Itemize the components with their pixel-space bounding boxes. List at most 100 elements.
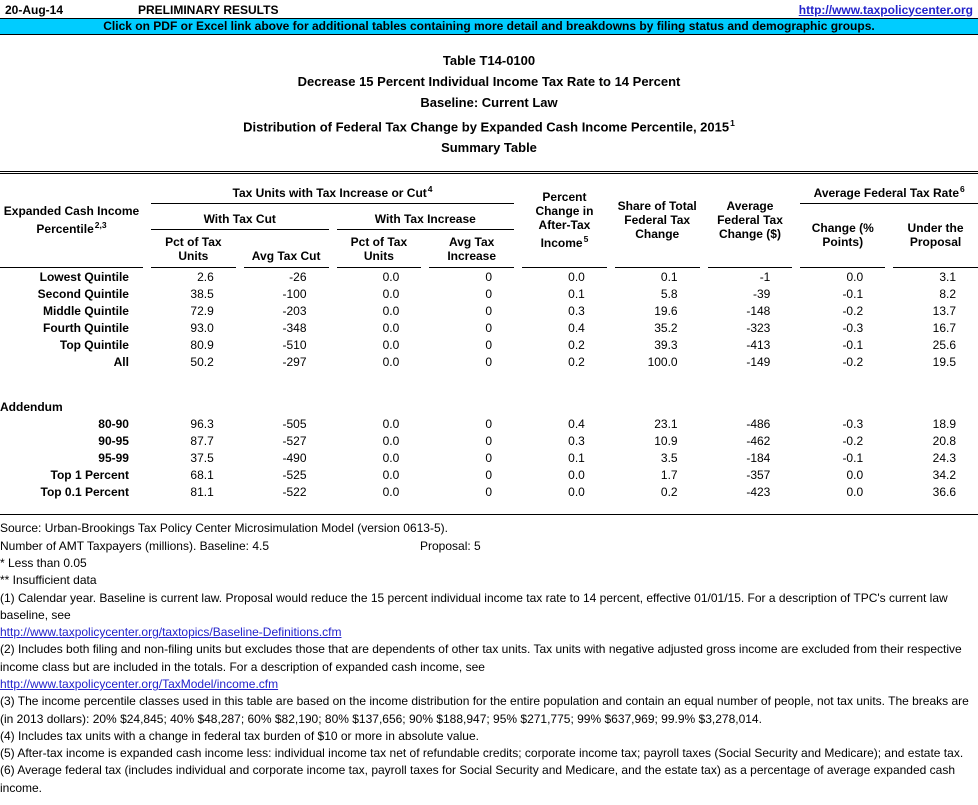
header-avg-tax-cut: Avg Tax Cut bbox=[243, 230, 329, 269]
header-avg-tax-increase: Avg Tax Increase bbox=[429, 230, 515, 269]
cell-value: 25.6 bbox=[932, 337, 956, 352]
cell-value: -26 bbox=[289, 269, 307, 284]
header-average-federal-tax-change: Average Federal Tax Change ($) bbox=[707, 174, 793, 269]
cell-value: -490 bbox=[282, 450, 307, 465]
cell-value: 0.0 bbox=[382, 484, 400, 499]
cell-value: 37.5 bbox=[190, 450, 214, 465]
cell-value: 0.0 bbox=[382, 433, 400, 448]
row-label: Top 0.1 Percent bbox=[40, 484, 129, 499]
baseline-definitions-link[interactable]: http://www.taxpolicycenter.org/taxtopics… bbox=[0, 625, 342, 640]
table-row: Lowest Quintile 2.6 -26 0.0 0 0.0 0.1 -1 0.0 3.1 bbox=[0, 268, 978, 285]
footnote-6: (6) Average federal tax (includes indivi… bbox=[0, 763, 956, 795]
row-label: Second Quintile bbox=[37, 286, 129, 301]
proposal-title: Decrease 15 Percent Individual Income Ta… bbox=[297, 74, 681, 89]
cell-value: 0.0 bbox=[382, 303, 400, 318]
cell-value: 20.8 bbox=[932, 433, 956, 448]
table-row: Top Quintile 80.9 -510 0.0 0 0.2 39.3 -413 -0.1 2… bbox=[0, 336, 978, 353]
header-rate-change-points: Change (% Points) bbox=[800, 204, 886, 269]
cell-value: -423 bbox=[746, 484, 771, 499]
cell-value: 3.1 bbox=[939, 269, 956, 284]
cell-value: -148 bbox=[746, 303, 771, 318]
summary-table-container: Expanded Cash Income Percentile2,3 Tax U… bbox=[0, 171, 978, 516]
cell-value: -462 bbox=[746, 433, 771, 448]
cell-value: 0.0 bbox=[382, 286, 400, 301]
footnote-3: (3) The income percentile classes used i… bbox=[0, 694, 969, 726]
title-block: Table T14-0100 Decrease 15 Percent Indiv… bbox=[0, 50, 978, 158]
footnote-ref-6: 6 bbox=[960, 184, 965, 195]
cell-value: 13.7 bbox=[932, 303, 956, 318]
cell-value: 0.2 bbox=[568, 337, 585, 352]
cell-value: -100 bbox=[282, 286, 307, 301]
cell-value: 0 bbox=[485, 484, 493, 499]
cell-value: -323 bbox=[746, 320, 771, 335]
footnotes: Source: Urban-Brookings Tax Policy Cente… bbox=[0, 515, 978, 797]
row-label: Lowest Quintile bbox=[39, 269, 129, 284]
cell-value: 0.0 bbox=[382, 269, 400, 284]
site-link[interactable]: http://www.taxpolicycenter.org bbox=[798, 2, 973, 17]
cell-value: -348 bbox=[282, 320, 307, 335]
footnote-ref-1: 1 bbox=[730, 118, 735, 128]
cell-value: 0.1 bbox=[660, 269, 678, 284]
header-group-with-tax-cut: With Tax Cut bbox=[150, 204, 329, 231]
cell-value: -357 bbox=[746, 467, 771, 482]
footnote-4: (4) Includes tax units with a change in … bbox=[0, 728, 479, 743]
top-bar: 20-Aug-14 PRELIMINARY RESULTS http://www… bbox=[0, 0, 978, 18]
table-number-title: Table T14-0100 bbox=[442, 53, 536, 68]
amt-proposal-label: Proposal: 5 bbox=[420, 538, 481, 553]
cell-value: 0.0 bbox=[382, 450, 400, 465]
header-group-with-tax-increase: With Tax Increase bbox=[336, 204, 515, 231]
table-row: Top 0.1 Percent 81.1 -522 0.0 0 0.0 0.2 -423 0.0… bbox=[0, 483, 978, 500]
table-row: 95-99 37.5 -490 0.0 0 0.1 3.5 -184 -0.1 24.3 bbox=[0, 449, 978, 466]
cell-value: 0.3 bbox=[568, 303, 585, 318]
cell-value: 0.0 bbox=[382, 416, 400, 431]
table-row: Fourth Quintile 93.0 -348 0.0 0 0.4 35.2 -323 -0… bbox=[0, 319, 978, 336]
header-group-tax-units-increase-or-cut: Tax Units with Tax Increase or Cut4 bbox=[150, 174, 515, 205]
cell-value: 35.2 bbox=[654, 320, 678, 335]
cell-value: -184 bbox=[746, 450, 771, 465]
cell-value: 10.9 bbox=[654, 433, 678, 448]
addendum-rows: Addendum 80-90 96.3 -505 0.0 0 0.4 23.1 -486 -0.… bbox=[0, 398, 978, 500]
cell-value: 0.0 bbox=[846, 269, 864, 284]
info-banner: Click on PDF or Excel link above for add… bbox=[0, 18, 978, 35]
cell-value: 38.5 bbox=[190, 286, 214, 301]
cell-value: 1.7 bbox=[660, 467, 678, 482]
cell-value: 0 bbox=[485, 467, 493, 482]
cell-value: 0.0 bbox=[382, 354, 400, 369]
row-label: All bbox=[113, 354, 129, 369]
header-pct-of-tax-units-increase: Pct of Tax Units bbox=[336, 230, 422, 269]
cell-value: 19.6 bbox=[654, 303, 678, 318]
footnote-ref-5: 5 bbox=[583, 234, 589, 245]
row-label: Top 1 Percent bbox=[50, 467, 129, 482]
distribution-title: Distribution of Federal Tax Change by Ex… bbox=[243, 118, 735, 135]
cell-value: 87.7 bbox=[190, 433, 214, 448]
footnote-1: (1) Calendar year. Baseline is current l… bbox=[0, 590, 948, 622]
header-pct-of-tax-units-cut: Pct of Tax Units bbox=[150, 230, 236, 269]
cell-value: 72.9 bbox=[190, 303, 214, 318]
cell-value: 0.4 bbox=[568, 320, 585, 335]
cell-value: 0 bbox=[485, 337, 493, 352]
cell-value: -505 bbox=[282, 416, 307, 431]
cell-value: 93.0 bbox=[190, 320, 214, 335]
cell-value: 0 bbox=[485, 286, 493, 301]
cell-value: -149 bbox=[746, 354, 771, 369]
addendum-label: Addendum bbox=[0, 399, 63, 414]
cell-value: 0 bbox=[485, 433, 493, 448]
cell-value: -522 bbox=[282, 484, 307, 499]
footnote-ref-2-3: 2,3 bbox=[94, 220, 107, 231]
cell-value: -297 bbox=[282, 354, 307, 369]
cell-value: 81.1 bbox=[190, 484, 214, 499]
cell-value: 0 bbox=[485, 269, 493, 284]
cell-value: -413 bbox=[746, 337, 771, 352]
cell-value: 0 bbox=[485, 320, 493, 335]
cell-value: 0.0 bbox=[568, 269, 585, 284]
cell-value: 24.3 bbox=[932, 450, 956, 465]
amt-baseline-label: Number of AMT Taxpayers (millions). Base… bbox=[0, 538, 269, 553]
cell-value: -525 bbox=[282, 467, 307, 482]
table-row: 90-95 87.7 -527 0.0 0 0.3 10.9 -462 -0.2 20.8 bbox=[0, 432, 978, 449]
income-definition-link[interactable]: http://www.taxpolicycenter.org/TaxModel/… bbox=[0, 677, 279, 691]
cell-value: 0.0 bbox=[568, 484, 585, 499]
cell-value: -0.1 bbox=[842, 450, 864, 465]
cell-value: -0.2 bbox=[842, 354, 864, 369]
cell-value: 39.3 bbox=[654, 337, 678, 352]
cell-value: 0.0 bbox=[846, 484, 864, 499]
